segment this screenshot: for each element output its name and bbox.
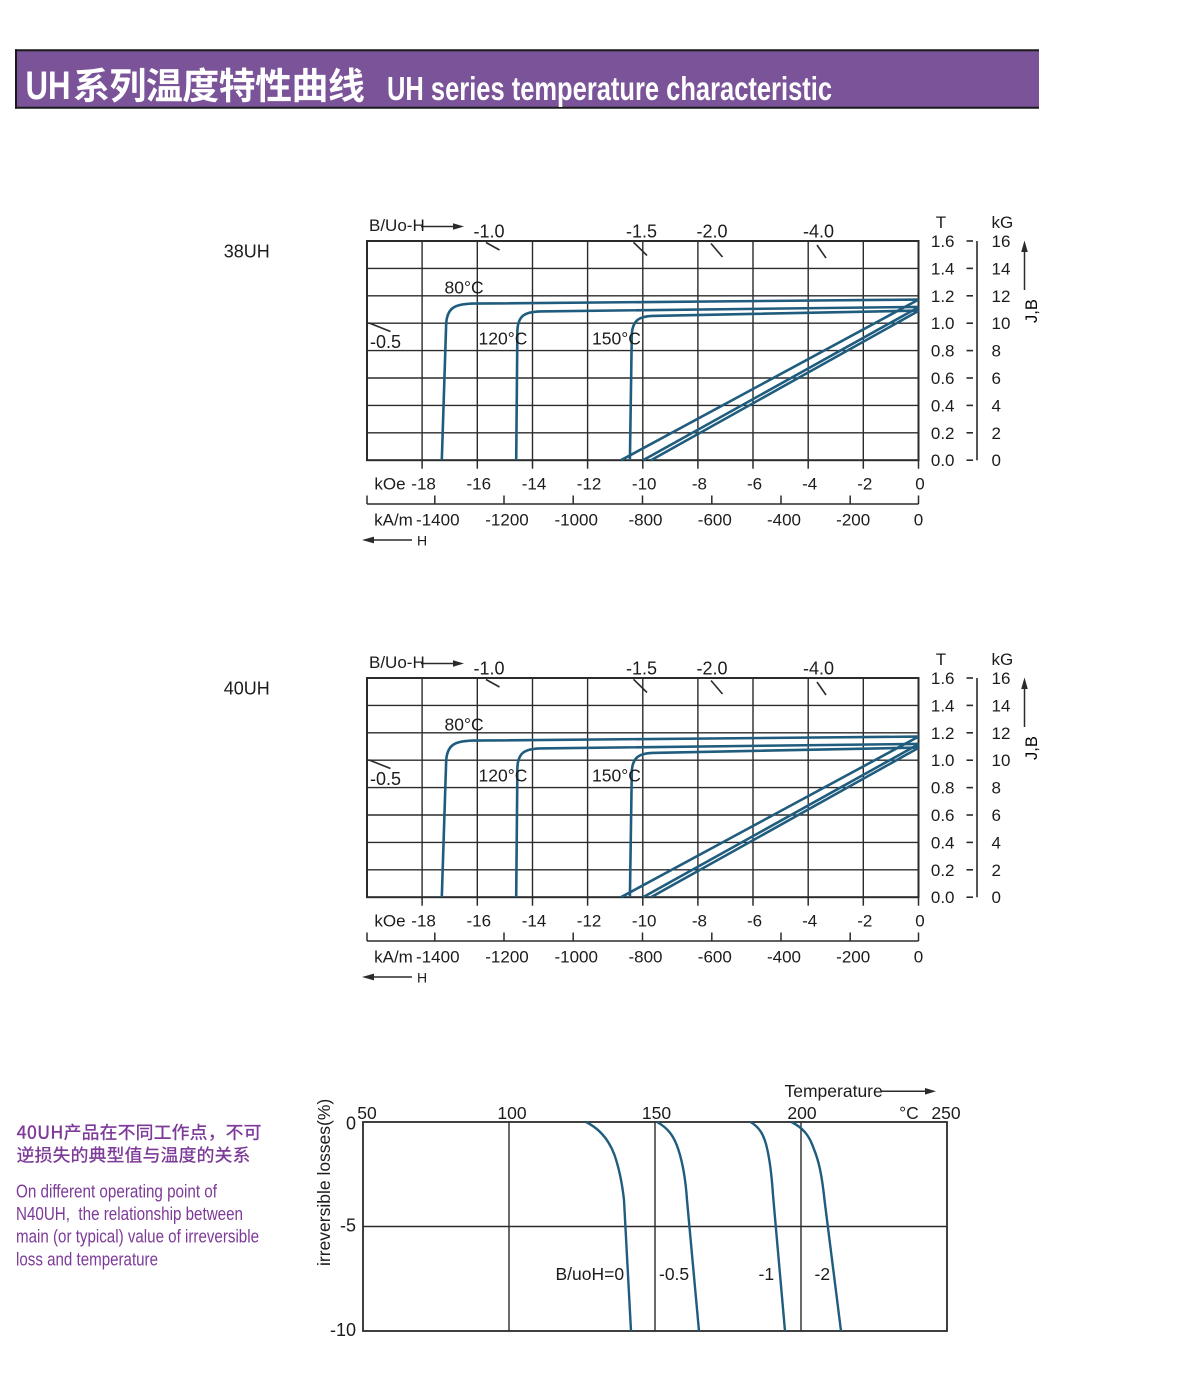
svg-text:-0.5: -0.5: [659, 1264, 689, 1284]
svg-text:50: 50: [357, 1103, 377, 1123]
svg-text:150: 150: [642, 1103, 671, 1123]
svg-text:250: 250: [931, 1103, 960, 1123]
svg-text:-5: -5: [340, 1216, 356, 1236]
svg-text:irreversible losses(%): irreversible losses(%): [314, 1099, 334, 1266]
svg-text:B/uoH=0: B/uoH=0: [556, 1264, 625, 1284]
svg-text:40UH: 40UH: [224, 679, 270, 699]
svg-text:-10: -10: [330, 1320, 356, 1340]
svg-text:loss and temperature: loss and temperature: [16, 1249, 158, 1269]
svg-text:200: 200: [787, 1103, 816, 1123]
svg-text:On different operating point o: On different operating point of: [16, 1182, 218, 1202]
svg-text:main (or typical) value of irr: main (or typical) value of irreversible: [16, 1227, 259, 1247]
svg-text:100: 100: [497, 1103, 526, 1123]
svg-text:N40UH, the relationship betwe: N40UH, the relationship between: [16, 1204, 243, 1224]
svg-text:UH series temperature characte: UH series temperature characteristic: [387, 70, 832, 107]
svg-text:UH: UH: [26, 64, 71, 108]
svg-text:-2: -2: [815, 1264, 831, 1284]
svg-text:Temperature: Temperature: [785, 1081, 883, 1101]
svg-text:0: 0: [346, 1114, 356, 1134]
svg-text:-1: -1: [759, 1264, 775, 1284]
svg-text:38UH: 38UH: [224, 242, 270, 262]
svg-text:°C: °C: [899, 1103, 919, 1123]
